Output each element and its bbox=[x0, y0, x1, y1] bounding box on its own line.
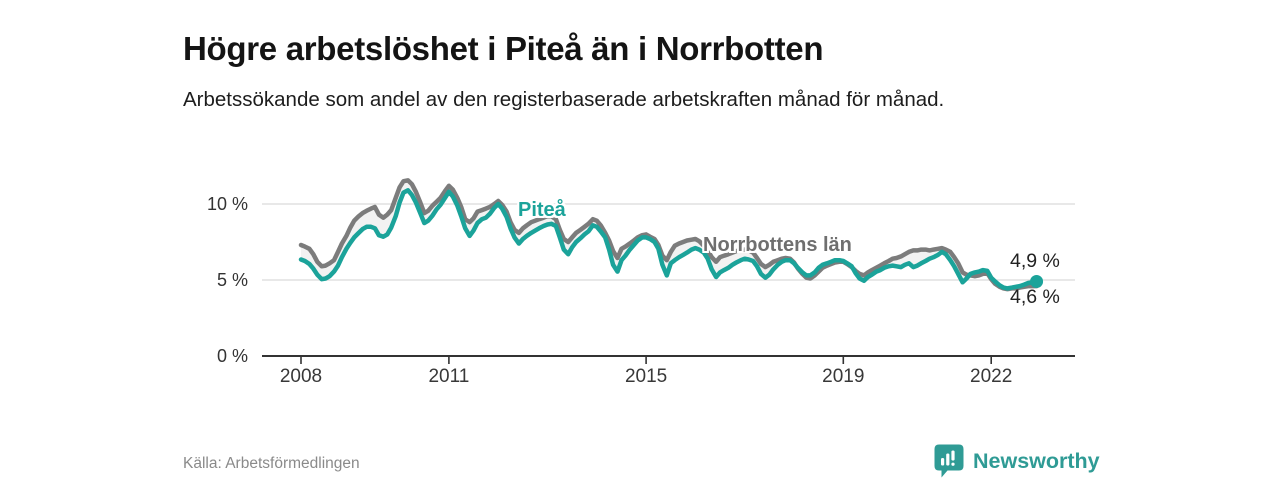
y-tick-label-5: 5 % bbox=[216, 270, 248, 290]
series-label-pitea: Piteå bbox=[518, 199, 566, 221]
norrbotten-line bbox=[298, 178, 1039, 292]
newsworthy-logo: Newsworthy bbox=[934, 444, 1100, 479]
pitea-line bbox=[298, 188, 1039, 291]
y-tick-label-10: 10 % bbox=[206, 194, 248, 214]
x-tick-label-2011: 2011 bbox=[428, 366, 470, 387]
x-tick-label-2015: 2015 bbox=[624, 366, 668, 387]
newsworthy-logo-icon bbox=[934, 444, 964, 478]
end-value-norrbotten: 4,6 % bbox=[1010, 286, 1060, 308]
newsworthy-logo-text: Newsworthy bbox=[973, 449, 1100, 473]
x-tick-label-2019: 2019 bbox=[822, 366, 865, 387]
series-label-norrbotten: Norrbottens län bbox=[703, 234, 852, 256]
source-note: Källa: Arbetsförmedlingen bbox=[183, 455, 360, 472]
x-tick-label-2008: 2008 bbox=[279, 366, 323, 387]
y-tick-label-0: 0 % bbox=[216, 346, 248, 366]
page-title: Högre arbetslöshet i Piteå än i Norrbott… bbox=[183, 30, 824, 68]
chart-subtitle: Arbetssökande som andel av den registerb… bbox=[183, 87, 945, 111]
x-axis-ticks bbox=[300, 357, 993, 364]
x-tick-label-2022: 2022 bbox=[970, 366, 1013, 387]
end-value-pitea: 4,9 % bbox=[1010, 250, 1060, 272]
pitea-end-dot bbox=[1030, 275, 1044, 289]
